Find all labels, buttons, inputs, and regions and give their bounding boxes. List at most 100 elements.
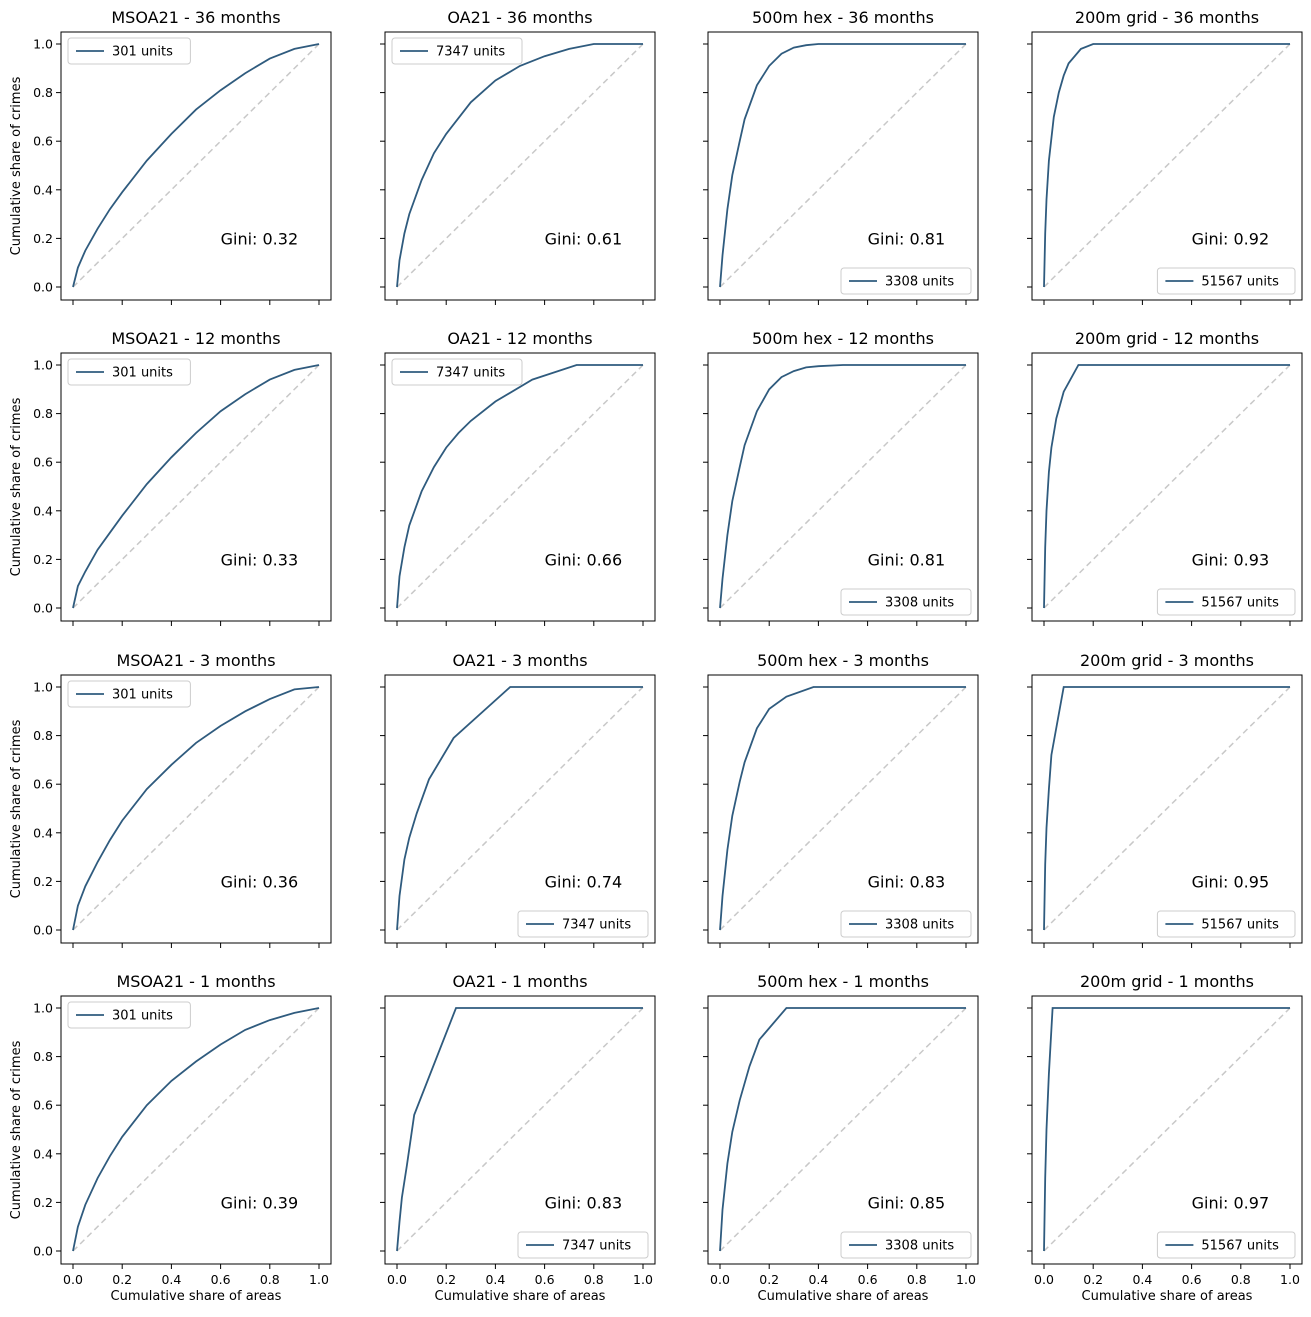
y-tick-label: 0.8	[33, 1049, 53, 1064]
gini-annotation: Gini: 0.81	[868, 550, 946, 569]
equality-diagonal	[396, 364, 644, 609]
gini-annotation: Gini: 0.83	[545, 1193, 623, 1212]
lorenz-curve-line	[1043, 364, 1290, 609]
legend-label: 51567 units	[1201, 275, 1279, 290]
x-tick-label: 0.8	[584, 1272, 604, 1287]
legend-label: 301 units	[112, 45, 173, 60]
subplot-3-4: 200m grid - 3 months Gini: 0.95 51567 unit…	[1027, 651, 1303, 948]
y-tick-label: 0.0	[33, 923, 53, 938]
legend-label: 51567 units	[1201, 1239, 1279, 1254]
subplot-1-2: OA21 - 36 months Gini: 0.61 7347 units	[380, 8, 656, 305]
subplot-4-2: OA21 - 1 months 0.0 0.2 0.4 0.6 0.8 1.0 Cumulat…	[380, 972, 656, 1304]
gini-annotation: Gini: 0.32	[221, 229, 299, 248]
subplot-title: OA21 - 12 months	[447, 329, 592, 348]
legend-box	[67, 358, 191, 386]
legend-box	[517, 910, 649, 938]
equality-diagonal	[719, 686, 967, 931]
axes-frame	[707, 995, 979, 1265]
legend-label: 3308 units	[885, 1239, 954, 1254]
subplot-title: 200m grid - 3 months	[1080, 651, 1254, 670]
legend-box	[1156, 588, 1296, 616]
gini-annotation: Gini: 0.83	[868, 872, 946, 891]
equality-diagonal	[1043, 686, 1291, 931]
equality-diagonal	[1043, 43, 1291, 288]
legend-box	[840, 588, 972, 616]
legend: 7347 units	[517, 910, 649, 938]
legend-label: 7347 units	[562, 918, 631, 933]
axes-frame	[1031, 31, 1303, 301]
y-tick-label: 0.4	[33, 182, 53, 197]
legend: 301 units	[67, 37, 191, 65]
y-axis-label: Cumulative share of crimes	[9, 397, 24, 576]
legend-box	[517, 1231, 649, 1259]
legend-label: 51567 units	[1201, 596, 1279, 611]
lorenz-curve-line	[1043, 686, 1290, 931]
legend-box	[840, 267, 972, 295]
subplot-title: MSOA21 - 36 months	[111, 8, 280, 27]
axes-frame	[707, 352, 979, 622]
legend: 301 units	[67, 358, 191, 386]
equality-diagonal	[72, 364, 320, 609]
y-tick-label: 0.6	[33, 777, 53, 792]
legend-label: 7347 units	[436, 45, 505, 60]
subplot-title: 200m grid - 1 months	[1080, 972, 1254, 991]
lorenz-curve-line	[72, 686, 320, 931]
legend: 3308 units	[840, 588, 972, 616]
x-tick-label: 1.0	[309, 1272, 329, 1287]
lorenz-curve-line	[72, 364, 320, 609]
lorenz-curve-line	[72, 1007, 320, 1252]
x-tick-label: 0.0	[1034, 1272, 1054, 1287]
y-axis-label: Cumulative share of crimes	[9, 1040, 24, 1219]
equality-diagonal	[396, 1007, 644, 1252]
gini-annotation: Gini: 0.85	[868, 1193, 946, 1212]
axes-frame	[707, 31, 979, 301]
x-tick-label: 0.6	[858, 1272, 878, 1287]
axes-frame	[60, 995, 332, 1265]
y-tick-label: 0.8	[33, 728, 53, 743]
subplot-title: OA21 - 3 months	[452, 651, 587, 670]
legend: 301 units	[67, 1001, 191, 1029]
axes-frame	[707, 674, 979, 944]
legend: 7347 units	[391, 358, 523, 386]
subplot-title: 200m grid - 12 months	[1075, 329, 1259, 348]
y-tick-label: 0.2	[33, 552, 53, 567]
x-tick-label: 0.0	[387, 1272, 407, 1287]
x-axis-label: Cumulative share of areas	[1082, 1289, 1253, 1304]
equality-diagonal	[72, 43, 320, 288]
legend: 7347 units	[517, 1231, 649, 1259]
legend-box	[1156, 1231, 1296, 1259]
x-tick-label: 0.4	[485, 1272, 505, 1287]
gini-annotation: Gini: 0.39	[221, 1193, 299, 1212]
legend-label: 3308 units	[885, 275, 954, 290]
subplot-2-1: MSOA21 - 12 months 0.0 0.2 0.4 0.6 0.8 1.0 Cumu…	[9, 329, 332, 626]
y-axis-label: Cumulative share of crimes	[9, 76, 24, 255]
gini-annotation: Gini: 0.81	[868, 229, 946, 248]
subplot-title: 500m hex - 36 months	[752, 8, 934, 27]
y-tick-label: 0.0	[33, 1244, 53, 1259]
legend: 7347 units	[391, 37, 523, 65]
subplot-2-3: 500m hex - 12 months Gini: 0.81 3308 units	[703, 329, 979, 626]
y-tick-label: 0.8	[33, 85, 53, 100]
lorenz-curve-line	[719, 43, 966, 288]
lorenz-curve-line	[719, 686, 966, 931]
axes-frame	[1031, 352, 1303, 622]
equality-diagonal	[1043, 1007, 1291, 1252]
x-tick-label: 0.4	[808, 1272, 828, 1287]
axes-frame	[60, 674, 332, 944]
x-tick-label: 0.0	[710, 1272, 730, 1287]
axes-frame	[1031, 995, 1303, 1265]
lorenz-curve-line	[72, 43, 320, 288]
subplot-3-3: 500m hex - 3 months Gini: 0.83 3308 units	[703, 651, 979, 948]
x-tick-label: 0.2	[112, 1272, 132, 1287]
lorenz-curve-line	[396, 1007, 643, 1252]
x-tick-label: 0.2	[436, 1272, 456, 1287]
subplot-1-4: 200m grid - 36 months Gini: 0.92 51567 uni…	[1027, 8, 1303, 305]
axes-frame	[384, 995, 656, 1265]
equality-diagonal	[396, 686, 644, 931]
x-axis-label: Cumulative share of areas	[758, 1289, 929, 1304]
subplot-4-4: 200m grid - 1 months 0.0 0.2 0.4 0.6 0.8 1.0 Cu…	[1027, 972, 1303, 1304]
x-tick-label: 0.4	[1132, 1272, 1152, 1287]
x-tick-label: 0.8	[260, 1272, 280, 1287]
subplot-2-2: OA21 - 12 months Gini: 0.66 7347 units	[380, 329, 656, 626]
